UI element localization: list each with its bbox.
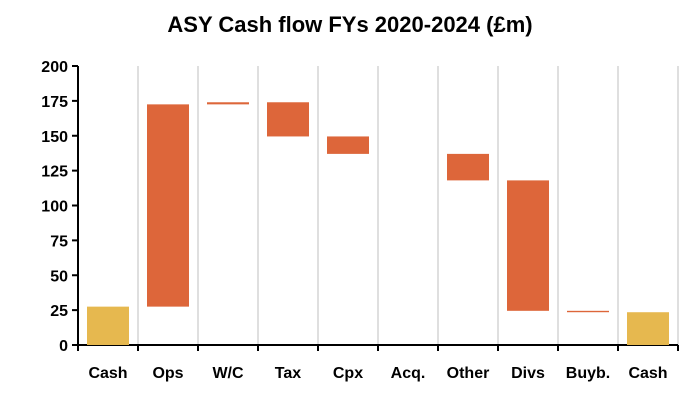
y-tick-label: 200 [41,59,68,76]
bar-change [567,310,609,313]
x-category-label: Cash [88,365,127,382]
bar-change [147,104,189,307]
x-category-label: Tax [275,365,301,382]
y-tick-label: 100 [41,199,68,216]
bar-change [507,180,549,311]
x-category-label: Cpx [333,365,363,382]
y-tick-label: 75 [50,233,68,250]
bar-change [207,102,249,105]
y-tick-label: 25 [50,303,68,320]
y-tick-label: 125 [41,164,68,181]
x-category-label: Cash [628,365,667,382]
x-category-label: Buyb. [566,365,610,382]
x-category-label: Divs [511,365,545,382]
bar-change [327,136,369,154]
y-tick-label: 150 [41,129,68,146]
y-tick-label: 50 [50,268,68,285]
x-category-label: Acq. [391,365,426,382]
y-tick-label: 175 [41,94,68,111]
x-category-label: Other [447,365,490,382]
y-tick-label: 0 [59,338,68,355]
chart-title: ASY Cash flow FYs 2020-2024 (£m) [167,12,533,37]
bar-change [447,153,489,181]
bar-change [267,102,309,137]
x-category-label: W/C [212,365,244,382]
bar-total [87,306,129,345]
bar-total [627,312,669,345]
x-category-label: Ops [152,365,183,382]
